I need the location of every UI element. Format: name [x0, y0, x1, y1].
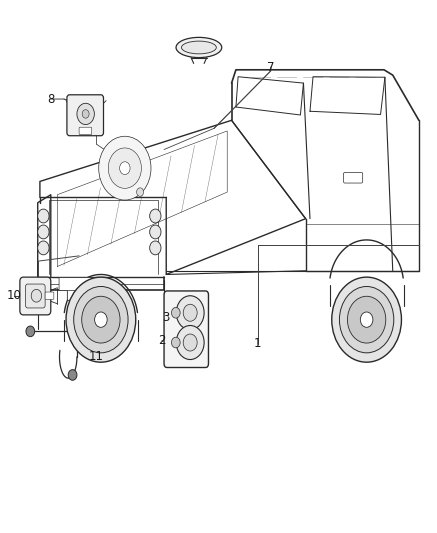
Text: 8: 8: [47, 93, 55, 106]
Circle shape: [68, 369, 77, 380]
Circle shape: [82, 296, 120, 343]
FancyBboxPatch shape: [59, 278, 99, 290]
Ellipse shape: [176, 37, 222, 58]
Text: 11: 11: [89, 350, 104, 364]
Circle shape: [171, 337, 180, 348]
FancyBboxPatch shape: [164, 291, 208, 368]
Circle shape: [120, 162, 130, 174]
Ellipse shape: [181, 41, 216, 54]
Circle shape: [26, 326, 35, 337]
Circle shape: [77, 103, 94, 125]
Circle shape: [176, 326, 204, 360]
Text: 2: 2: [158, 334, 166, 348]
FancyBboxPatch shape: [67, 289, 93, 301]
Circle shape: [150, 209, 161, 223]
Circle shape: [82, 110, 89, 118]
Circle shape: [38, 209, 49, 223]
Circle shape: [340, 287, 394, 353]
Circle shape: [171, 308, 180, 318]
Circle shape: [347, 296, 386, 343]
FancyBboxPatch shape: [45, 292, 54, 300]
Text: 7: 7: [267, 61, 274, 74]
FancyBboxPatch shape: [79, 127, 92, 135]
Text: 10: 10: [6, 289, 21, 302]
Circle shape: [150, 225, 161, 239]
Circle shape: [150, 241, 161, 255]
Circle shape: [176, 296, 204, 330]
Circle shape: [332, 277, 402, 362]
Circle shape: [38, 241, 49, 255]
Circle shape: [108, 148, 142, 188]
FancyBboxPatch shape: [20, 277, 51, 315]
Circle shape: [361, 312, 373, 327]
Circle shape: [99, 136, 151, 200]
Text: 1: 1: [254, 337, 261, 350]
Circle shape: [183, 304, 197, 321]
Circle shape: [31, 289, 42, 302]
Circle shape: [74, 287, 128, 353]
FancyBboxPatch shape: [343, 172, 363, 183]
Circle shape: [183, 334, 197, 351]
FancyBboxPatch shape: [25, 284, 45, 308]
Circle shape: [66, 277, 136, 362]
Text: 3: 3: [163, 311, 170, 324]
Circle shape: [137, 188, 144, 196]
Circle shape: [95, 312, 107, 327]
Circle shape: [38, 225, 49, 239]
FancyBboxPatch shape: [67, 95, 104, 136]
